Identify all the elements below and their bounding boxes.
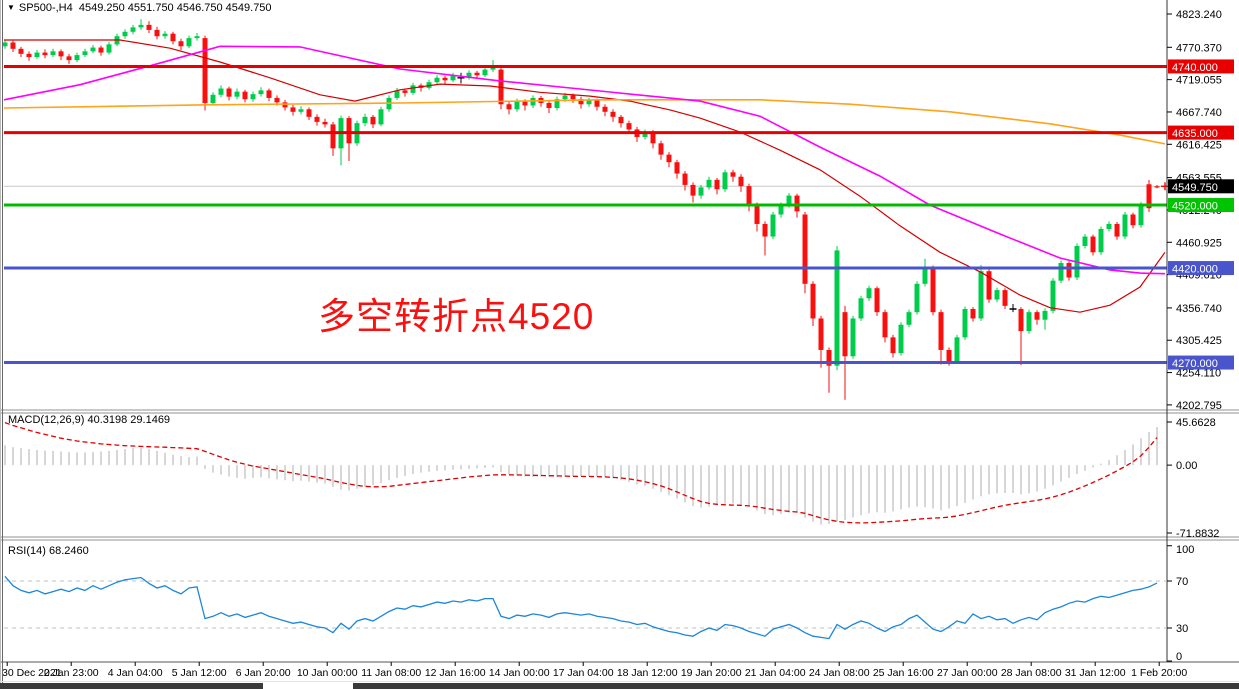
svg-text:28 Jan 08:00: 28 Jan 08:00 bbox=[1001, 667, 1062, 679]
svg-text:4356.740: 4356.740 bbox=[1176, 303, 1222, 315]
svg-text:31 Jan 12:00: 31 Jan 12:00 bbox=[1065, 667, 1126, 679]
svg-text:4719.055: 4719.055 bbox=[1176, 75, 1222, 87]
rsi-label: RSI(14) 68.2460 bbox=[8, 545, 89, 557]
svg-text:4420.000: 4420.000 bbox=[1172, 264, 1218, 276]
taskbar-fragment-left[interactable] bbox=[0, 683, 263, 689]
svg-text:14 Jan 00:00: 14 Jan 00:00 bbox=[489, 667, 550, 679]
svg-text:25 Jan 16:00: 25 Jan 16:00 bbox=[873, 667, 934, 679]
bottom-divider bbox=[0, 681, 1239, 682]
svg-text:4667.740: 4667.740 bbox=[1176, 107, 1222, 119]
svg-text:17 Jan 04:00: 17 Jan 04:00 bbox=[553, 667, 614, 679]
window-left-edge bbox=[2, 0, 3, 689]
svg-text:4270.000: 4270.000 bbox=[1172, 358, 1218, 370]
svg-text:4202.795: 4202.795 bbox=[1176, 400, 1222, 412]
svg-text:100: 100 bbox=[1176, 544, 1194, 556]
svg-text:4616.425: 4616.425 bbox=[1176, 139, 1222, 151]
macd-panel: 45.6628 0.00 -71.8832 bbox=[4, 417, 1219, 540]
svg-text:30: 30 bbox=[1176, 623, 1188, 635]
price-badges: 4740.000 4635.000 4520.000 4420.000 4270.000… bbox=[1168, 59, 1234, 370]
ma-orange-line bbox=[3, 99, 1166, 145]
svg-text:1 Feb 20:00: 1 Feb 20:00 bbox=[1131, 667, 1187, 679]
svg-text:2 Jan 23:00: 2 Jan 23:00 bbox=[44, 667, 99, 679]
svg-text:27 Jan 00:00: 27 Jan 00:00 bbox=[937, 667, 998, 679]
svg-text:5 Jan 12:00: 5 Jan 12:00 bbox=[172, 667, 227, 679]
ohlc-values: 4549.250 4551.750 4546.750 4549.750 bbox=[78, 2, 272, 14]
svg-text:4549.750: 4549.750 bbox=[1172, 182, 1218, 194]
taskbar-fragment-right[interactable] bbox=[353, 683, 1239, 689]
svg-text:4305.425: 4305.425 bbox=[1176, 335, 1222, 347]
horizontal-lines-layer bbox=[4, 64, 1167, 365]
ma-magenta-line bbox=[3, 45, 1166, 275]
svg-text:4460.925: 4460.925 bbox=[1176, 237, 1222, 249]
rsi-panel: 100 70 30 0 bbox=[4, 544, 1194, 663]
svg-text:19 Jan 20:00: 19 Jan 20:00 bbox=[681, 667, 742, 679]
symbol-header: ▼ SP500-,H4 4549.250 4551.750 4546.750 45… bbox=[7, 2, 272, 14]
svg-text:0.00: 0.00 bbox=[1176, 460, 1197, 472]
svg-text:-71.8832: -71.8832 bbox=[1176, 528, 1219, 540]
svg-text:10 Jan 00:00: 10 Jan 00:00 bbox=[297, 667, 358, 679]
svg-text:6 Jan 20:00: 6 Jan 20:00 bbox=[236, 667, 291, 679]
window-left-edge-light bbox=[0, 0, 1, 689]
svg-text:18 Jan 12:00: 18 Jan 12:00 bbox=[617, 667, 678, 679]
ma-red-line bbox=[4, 39, 1166, 313]
svg-text:4635.000: 4635.000 bbox=[1172, 128, 1218, 140]
svg-text:4823.240: 4823.240 bbox=[1176, 9, 1222, 21]
rsi-line bbox=[4, 575, 1158, 640]
svg-text:11 Jan 08:00: 11 Jan 08:00 bbox=[361, 667, 421, 679]
svg-text:4 Jan 04:00: 4 Jan 04:00 bbox=[108, 667, 163, 679]
svg-text:4254.110: 4254.110 bbox=[1176, 368, 1221, 380]
svg-text:30 Dec 2021: 30 Dec 2021 bbox=[2, 667, 62, 679]
panel-borders bbox=[0, 0, 1239, 663]
svg-text:4740.000: 4740.000 bbox=[1172, 62, 1218, 74]
svg-text:21 Jan 04:00: 21 Jan 04:00 bbox=[745, 667, 806, 679]
svg-text:4770.370: 4770.370 bbox=[1176, 42, 1222, 54]
svg-text:4520.000: 4520.000 bbox=[1172, 201, 1218, 213]
svg-text:70: 70 bbox=[1176, 576, 1188, 588]
svg-text:24 Jan 08:00: 24 Jan 08:00 bbox=[809, 667, 870, 679]
macd-signal-line bbox=[4, 421, 1158, 524]
symbol-dropdown-icon[interactable]: ▼ bbox=[7, 3, 15, 12]
svg-text:45.6628: 45.6628 bbox=[1176, 417, 1216, 429]
chart-text-annotation[interactable]: 多空转折点4520 bbox=[318, 296, 595, 337]
svg-text:0: 0 bbox=[1176, 651, 1182, 663]
svg-text:12 Jan 16:00: 12 Jan 16:00 bbox=[425, 667, 486, 679]
bid-cross-marker bbox=[1161, 182, 1169, 191]
candles-layer bbox=[2, 19, 1160, 400]
macd-label: MACD(12,26,9) 40.3198 29.1469 bbox=[8, 414, 171, 426]
symbol-name: SP500-,H4 bbox=[18, 2, 73, 14]
